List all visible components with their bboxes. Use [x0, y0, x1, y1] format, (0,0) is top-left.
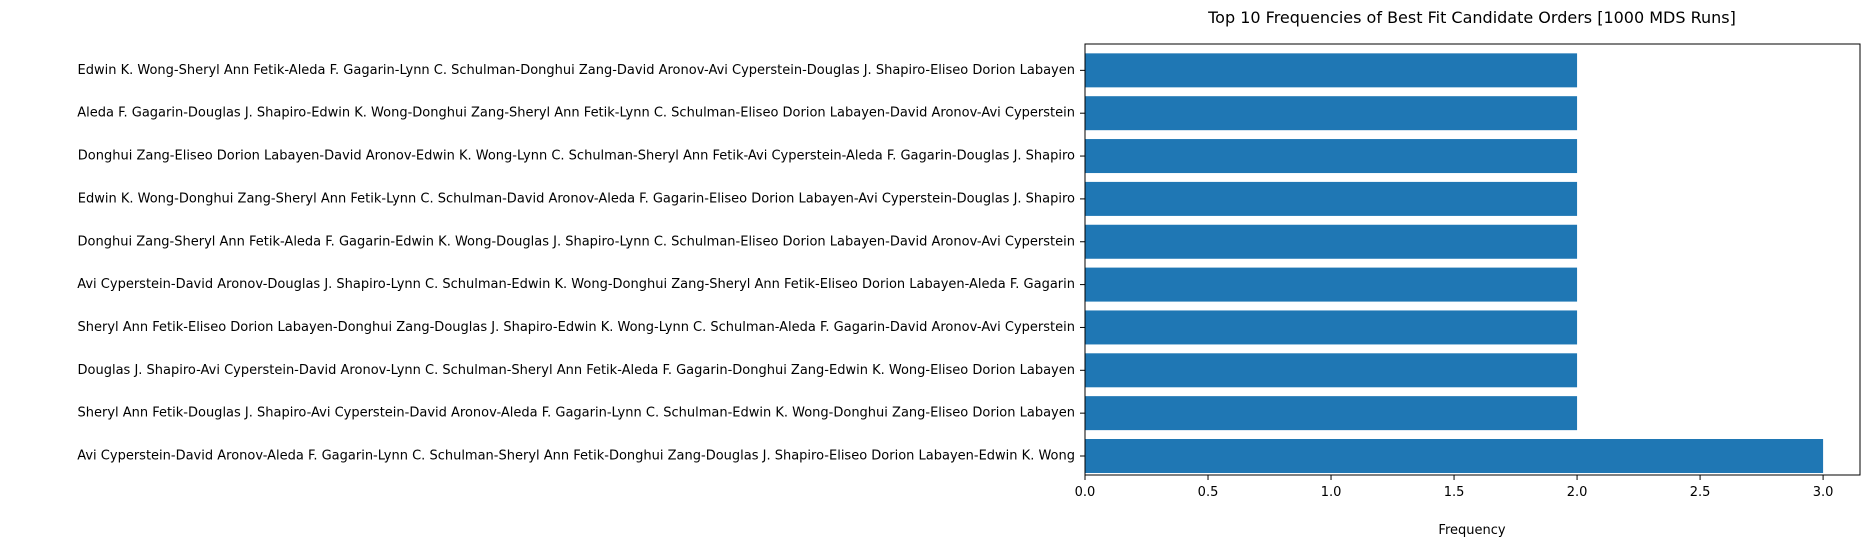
plot-frame — [1084, 43, 1861, 476]
y-tick-label: Edwin K. Wong-Donghui Zang-Sheryl Ann Fe… — [78, 191, 1075, 206]
y-tick-label: Sheryl Ann Fetik-Douglas J. Shapiro-Avi … — [78, 406, 1075, 421]
bar — [1085, 53, 1578, 88]
x-axis-ticks: 0.0 0.5 1.0 1.5 2.0 2.5 3.0 — [1075, 69, 1834, 500]
y-tick-label: Avi Cyperstein-David Aronov-Douglas J. S… — [77, 277, 1075, 292]
bar — [1085, 139, 1578, 174]
y-tick-label: Douglas J. Shapiro-Avi Cyperstein-David … — [78, 363, 1075, 378]
bar — [1085, 353, 1578, 388]
x-tick-label: 3.0 — [1813, 485, 1834, 500]
y-tick-label: Edwin K. Wong-Sheryl Ann Fetik-Aleda F. … — [78, 63, 1075, 78]
bar — [1085, 224, 1578, 259]
bar — [1085, 396, 1578, 431]
y-tick-label: Sheryl Ann Fetik-Eliseo Dorion Labayen-D… — [78, 320, 1075, 335]
x-axis-label: Frequency — [1438, 523, 1505, 538]
chart-title: Top 10 Frequencies of Best Fit Candidate… — [1207, 8, 1736, 27]
bars-layer — [1085, 53, 1824, 473]
bar — [1085, 96, 1578, 131]
y-tick-label: Donghui Zang-Eliseo Dorion Labayen-David… — [78, 149, 1075, 164]
y-tick-label: Aleda F. Gagarin-Douglas J. Shapiro-Edwi… — [77, 106, 1075, 121]
bar — [1085, 267, 1578, 302]
x-tick-label: 1.5 — [1444, 485, 1465, 500]
x-tick-label: 2.0 — [1567, 485, 1588, 500]
bar — [1085, 439, 1824, 473]
category-labels: Edwin K. Wong-Sheryl Ann Fetik-Aleda F. … — [77, 63, 1075, 464]
bar — [1085, 181, 1578, 216]
bar — [1085, 310, 1578, 345]
x-tick-label: 0.5 — [1198, 485, 1219, 500]
x-tick-label: 0.0 — [1075, 485, 1096, 500]
y-tick-label: Donghui Zang-Sheryl Ann Fetik-Aleda F. G… — [78, 234, 1075, 249]
x-tick-label: 2.5 — [1690, 485, 1711, 500]
y-tick-label: Avi Cyperstein-David Aronov-Aleda F. Gag… — [77, 449, 1075, 464]
x-tick-label: 1.0 — [1321, 485, 1342, 500]
